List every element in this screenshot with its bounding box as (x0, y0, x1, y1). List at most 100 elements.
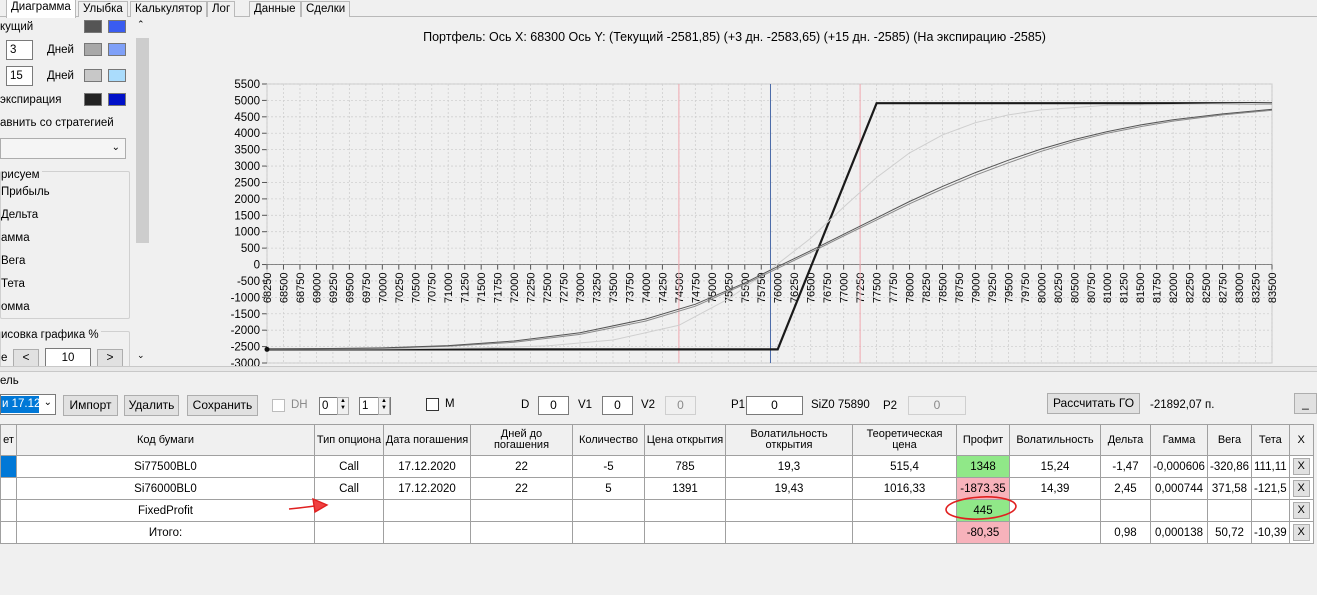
col-header[interactable]: X (1288, 424, 1314, 456)
cell-qty[interactable] (572, 499, 645, 522)
cell-vega[interactable]: -320,86 (1206, 455, 1253, 478)
cell-vega[interactable] (1206, 499, 1253, 522)
col-header[interactable]: Код бумаги (16, 424, 315, 456)
cell-vega[interactable]: 50,72 (1206, 521, 1253, 544)
days2-color-swatch-2[interactable] (108, 69, 126, 82)
remove-row-button[interactable]: X (1292, 480, 1310, 497)
cell-open-price[interactable] (644, 521, 726, 544)
checkbox-profit[interactable]: Прибыль (1, 186, 50, 198)
expiry-color-swatch[interactable] (84, 93, 102, 106)
cell-theta[interactable]: 111,11 (1251, 455, 1290, 478)
tab-calculator[interactable]: Калькулятор (130, 1, 208, 17)
cell-type[interactable]: Call (314, 477, 384, 500)
cell-gamma[interactable]: -0,000606 (1150, 455, 1208, 478)
cell-qty[interactable]: -5 (572, 455, 645, 478)
cell-code[interactable]: Si76000BL0 (16, 477, 315, 500)
cell-qty[interactable] (572, 521, 645, 544)
checkbox-vomma[interactable]: омма (1, 301, 30, 313)
days1-color-swatch-2[interactable] (108, 43, 126, 56)
days1-color-swatch[interactable] (84, 43, 102, 56)
cell-vol[interactable] (1009, 499, 1101, 522)
cell-delta[interactable] (1100, 499, 1151, 522)
cell-open-vol[interactable]: 19,43 (725, 477, 853, 500)
spin-arrows-icon[interactable]: ▲ ▼ (378, 397, 390, 415)
col-header[interactable]: Количество (572, 424, 645, 456)
current-color-swatch-2[interactable] (108, 20, 126, 33)
col-header[interactable]: Дата погашения (383, 424, 471, 456)
cell-theo-price[interactable] (852, 521, 957, 544)
cell-open-price[interactable]: 1391 (644, 477, 726, 500)
checkbox-gamma[interactable]: амма (1, 232, 30, 244)
render-increase-button[interactable]: > (97, 349, 123, 366)
remove-row-button[interactable]: X (1292, 458, 1310, 475)
tab-diagram[interactable]: Диаграмма (6, 0, 76, 18)
cell-theta[interactable]: -121,5 (1251, 477, 1290, 500)
dh-checkbox[interactable] (272, 399, 285, 412)
days2-color-swatch[interactable] (84, 69, 102, 82)
cell-open-price[interactable]: 785 (644, 455, 726, 478)
v1-input[interactable]: 0 (602, 396, 633, 415)
cell-theo-price[interactable] (852, 499, 957, 522)
cell-profit[interactable]: 1348 (956, 455, 1010, 478)
cell-theo-price[interactable]: 1016,33 (852, 477, 957, 500)
cell-profit[interactable]: -80,35 (956, 521, 1010, 544)
col-header[interactable]: Теоретическая цена (852, 424, 957, 456)
cell-days[interactable]: 22 (470, 477, 573, 500)
cell-type[interactable] (314, 521, 384, 544)
remove-row-button[interactable]: X (1292, 524, 1310, 541)
days1-input[interactable]: 3 (6, 40, 33, 60)
tab-deals[interactable]: Сделки (301, 1, 351, 17)
tab-data[interactable]: Данные (249, 1, 301, 17)
m-checkbox[interactable] (426, 398, 439, 411)
payoff-chart[interactable]: 5500500045004000350030002500200015001000… (152, 36, 1317, 366)
remove-row-button[interactable]: X (1292, 502, 1310, 519)
cell-code[interactable]: FixedProfit (16, 499, 315, 522)
cell-gamma[interactable]: 0,000744 (1150, 477, 1208, 500)
scroll-up-icon[interactable]: ⌃ (137, 19, 145, 29)
cell-profit[interactable]: 445 (956, 499, 1010, 522)
cell-open-price[interactable] (644, 499, 726, 522)
cell-gamma[interactable]: 0,000138 (1150, 521, 1208, 544)
cell-vol[interactable] (1009, 521, 1101, 544)
table-row[interactable]: Si76000BL0 Call 17.12.2020 22 5 1391 19,… (0, 477, 1314, 500)
cell-open-vol[interactable] (725, 521, 853, 544)
d-input[interactable]: 0 (538, 396, 569, 415)
import-button[interactable]: Импорт (63, 395, 118, 416)
strategy-combo[interactable]: ⌄ (0, 138, 126, 159)
cell-code[interactable]: Si77500BL0 (16, 455, 315, 478)
delete-button[interactable]: Удалить (124, 395, 179, 416)
current-color-swatch[interactable] (84, 20, 102, 33)
col-header[interactable]: Цена открытия (644, 424, 726, 456)
row-selector[interactable] (0, 455, 17, 478)
cell-expiry[interactable] (383, 499, 471, 522)
col-header[interactable]: Гамма (1150, 424, 1208, 456)
save-button[interactable]: Сохранить (187, 395, 258, 416)
cell-days[interactable]: 22 (470, 455, 573, 478)
cell-delta[interactable]: 0,98 (1100, 521, 1151, 544)
checkbox-theta[interactable]: Тета (1, 278, 25, 290)
cell-theta[interactable]: -10,39 (1251, 521, 1290, 544)
scroll-down-icon[interactable]: ⌄ (137, 350, 145, 360)
minimize-button[interactable]: _ (1294, 393, 1317, 414)
p1-input[interactable]: 0 (746, 396, 803, 415)
days2-input[interactable]: 15 (6, 66, 33, 86)
table-row[interactable]: Si77500BL0 Call 17.12.2020 22 -5 785 19,… (0, 455, 1314, 478)
cell-delta[interactable]: 2,45 (1100, 477, 1151, 500)
cell-theta[interactable] (1251, 499, 1290, 522)
cell-expiry[interactable]: 17.12.2020 (383, 477, 471, 500)
spin-arrows-icon[interactable]: ▲ ▼ (337, 397, 349, 415)
cell-type[interactable]: Call (314, 455, 384, 478)
checkbox-delta[interactable]: Дельта (1, 209, 39, 221)
tab-log[interactable]: Лог (207, 1, 236, 17)
cell-vega[interactable]: 371,58 (1206, 477, 1253, 500)
row-selector[interactable] (0, 499, 17, 522)
col-header[interactable]: Профит (956, 424, 1010, 456)
cell-days[interactable] (470, 499, 573, 522)
panel-splitter[interactable] (0, 366, 1317, 372)
table-row[interactable]: FixedProfit 445 X (0, 499, 1314, 522)
row-selector[interactable] (0, 521, 17, 544)
panel-scrollbar[interactable]: ⌃ ⌄ (134, 18, 151, 366)
col-header[interactable]: Дельта (1100, 424, 1151, 456)
col-header[interactable]: Тип опциона (314, 424, 384, 456)
portfolio-combo[interactable]: и 17.12 ⌄ (0, 394, 56, 415)
